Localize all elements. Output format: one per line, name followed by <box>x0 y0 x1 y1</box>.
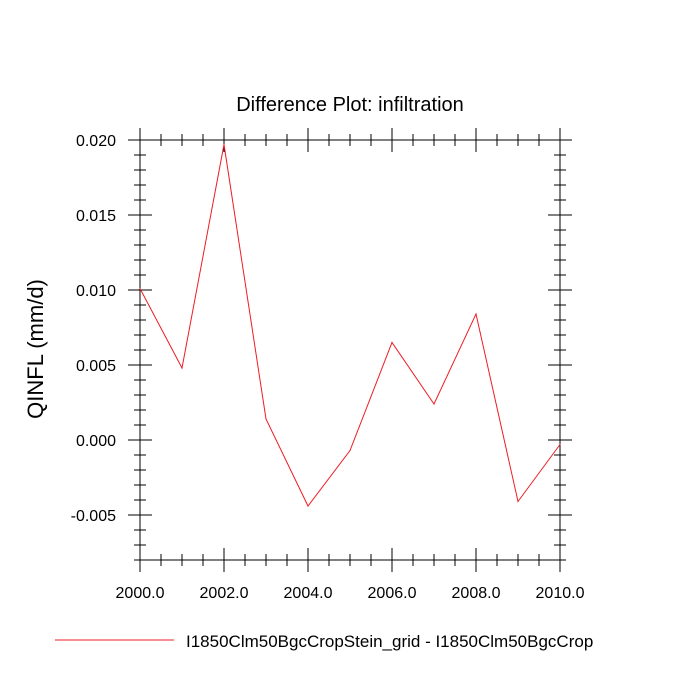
y-tick-label: 0.000 <box>76 433 116 450</box>
x-tick-label: 2008.0 <box>452 585 501 602</box>
major-ticks <box>128 128 572 572</box>
x-tick-label: 2006.0 <box>368 585 417 602</box>
y-tick-label: 0.010 <box>76 283 116 300</box>
data-point <box>391 341 393 344</box>
data-point <box>139 287 141 290</box>
data-point <box>349 449 351 452</box>
data-point <box>517 500 519 503</box>
legend: I1850Clm50BgcCropStein_grid - I1850Clm50… <box>55 632 593 651</box>
y-tick-label: 0.020 <box>76 133 116 150</box>
legend-label: I1850Clm50BgcCropStein_grid - I1850Clm50… <box>186 632 593 651</box>
series-line <box>139 144 561 507</box>
y-tick-label: 0.015 <box>76 208 116 225</box>
minor-ticks <box>134 134 566 566</box>
data-point <box>475 313 477 315</box>
x-tick-label: 2002.0 <box>200 585 249 602</box>
x-tick-label: 2000.0 <box>116 585 165 602</box>
data-point <box>223 143 225 146</box>
y-tick-label: -0.005 <box>71 508 116 525</box>
data-point <box>181 367 183 369</box>
x-tick-labels: 2000.0 2002.0 2004.0 2006.0 2008.0 2010.0 <box>116 585 585 602</box>
chart-title: Difference Plot: infiltration <box>236 94 464 116</box>
y-axis-label: QINFL (mm/d) <box>23 279 48 419</box>
y-tick-label: 0.005 <box>76 358 116 375</box>
plot-frame <box>139 139 561 561</box>
data-point <box>433 403 435 405</box>
series-group <box>139 143 561 507</box>
x-tick-label: 2004.0 <box>284 585 333 602</box>
data-point <box>265 418 267 420</box>
data-point <box>307 505 309 507</box>
x-tick-label: 2010.0 <box>536 585 585 602</box>
data-point <box>559 443 561 446</box>
y-tick-labels: -0.005 0.000 0.005 0.010 0.015 0.020 <box>71 133 116 525</box>
